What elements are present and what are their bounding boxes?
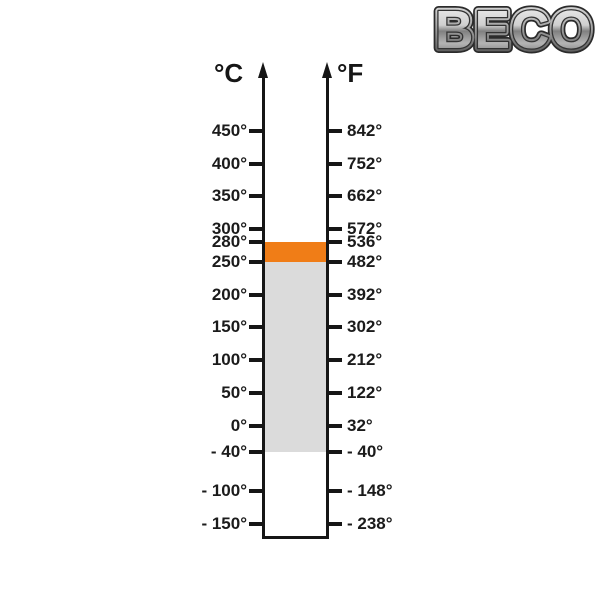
celsius-tick-label: - 150° (201, 513, 247, 533)
celsius-unit-label: °C (214, 58, 244, 88)
fahrenheit-tick-label: - 238° (347, 513, 393, 533)
fahrenheit-tick (329, 292, 342, 297)
celsius-tick-label: - 100° (201, 481, 247, 500)
celsius-tick-label: 0° (230, 415, 247, 435)
celsius-axis (262, 76, 265, 539)
celsius-tick-label: 50° (221, 382, 247, 402)
fahrenheit-tick-label: 752° (347, 153, 383, 173)
axis-bottom-connector (262, 536, 329, 539)
fahrenheit-tick-label: - 40° (347, 441, 384, 461)
fahrenheit-unit-label: °F (337, 58, 364, 88)
celsius-tick (249, 390, 262, 395)
celsius-tick (249, 194, 262, 199)
celsius-tick (249, 259, 262, 264)
fahrenheit-tick (329, 194, 342, 199)
celsius-tick (249, 227, 262, 231)
celsius-tick-label: 350° (211, 186, 247, 206)
celsius-tick (249, 292, 262, 297)
fahrenheit-tick (329, 423, 342, 428)
fahrenheit-tick-label: 662° (347, 186, 383, 206)
celsius-tick (249, 489, 262, 493)
fahrenheit-tick-label: 212° (347, 350, 383, 369)
celsius-tick-label: 400° (211, 153, 247, 173)
fahrenheit-tick-label: 122° (347, 382, 383, 402)
celsius-tick (249, 325, 262, 330)
celsius-tick (249, 449, 262, 454)
celsius-tick-label: 150° (211, 317, 247, 337)
fahrenheit-tick (329, 128, 342, 133)
beco-logo-text-innerline: BECO (435, 0, 593, 60)
beco-logo-text: BECO (435, 0, 593, 60)
fahrenheit-axis-arrow-icon (322, 62, 332, 78)
fahrenheit-tick-label: 536° (347, 232, 383, 252)
fahrenheit-tick-label: 392° (347, 284, 383, 304)
celsius-tick-label: 200° (211, 284, 247, 304)
celsius-tick-label: 100° (211, 350, 247, 369)
peak-temperature-band (265, 242, 326, 262)
fahrenheit-tick-label: 572° (347, 219, 383, 238)
beco-logo: BECO BECO BECO BECO (430, 0, 597, 65)
celsius-tick-label: 250° (211, 251, 247, 271)
fahrenheit-tick (329, 521, 342, 526)
fahrenheit-tick-label: 842° (347, 120, 383, 140)
celsius-tick-label: 280° (211, 232, 247, 252)
standard-temperature-band (265, 261, 326, 452)
celsius-tick (249, 161, 262, 166)
celsius-tick-label: - 40° (210, 441, 247, 461)
celsius-tick (249, 128, 262, 133)
fahrenheit-tick (329, 161, 342, 166)
fahrenheit-tick (329, 240, 342, 245)
celsius-tick (249, 521, 262, 526)
fahrenheit-tick (329, 449, 342, 454)
fahrenheit-tick (329, 227, 342, 231)
fahrenheit-tick (329, 358, 342, 362)
beco-logo-text-outline: BECO (435, 0, 593, 60)
fahrenheit-tick (329, 325, 342, 330)
fahrenheit-tick (329, 259, 342, 264)
celsius-tick (249, 423, 262, 428)
fahrenheit-axis (326, 76, 329, 539)
fahrenheit-tick-label: 302° (347, 317, 383, 337)
celsius-tick (249, 240, 262, 245)
celsius-axis-arrow-icon (258, 62, 268, 78)
celsius-tick-label: 450° (211, 120, 247, 140)
celsius-tick-label: 300° (211, 219, 247, 238)
fahrenheit-tick-label: 32° (347, 415, 373, 435)
fahrenheit-tick-label: 482° (347, 251, 383, 271)
fahrenheit-tick (329, 489, 342, 493)
fahrenheit-tick (329, 390, 342, 395)
beco-logo-text-ring: BECO (435, 0, 593, 60)
fahrenheit-tick-label: - 148° (347, 481, 393, 500)
celsius-tick (249, 358, 262, 362)
